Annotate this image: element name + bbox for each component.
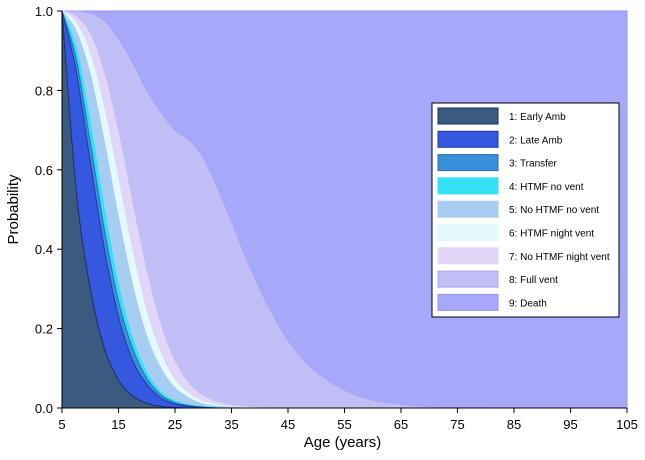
legend-label-3: 3: Transfer xyxy=(509,159,557,170)
x-tick-label: 5 xyxy=(58,417,65,432)
legend-label-6: 6: HTMF night vent xyxy=(509,229,594,240)
x-tick-label: 75 xyxy=(450,417,464,432)
legend-label-1: 1: Early Amb xyxy=(509,112,566,123)
legend-swatch-6 xyxy=(437,224,499,241)
legend: 1: Early Amb 2: Late Amb 3: Transfer 4: HTM… xyxy=(431,102,620,318)
legend-swatch-1 xyxy=(437,107,499,125)
x-tick-label: 55 xyxy=(337,417,351,432)
legend-swatch-3 xyxy=(437,154,499,172)
y-tick-label: 0.0 xyxy=(35,401,53,416)
legend-swatch-8 xyxy=(437,270,499,288)
x-tick-label: 65 xyxy=(394,417,408,432)
legend-swatch-5 xyxy=(437,200,499,218)
x-tick-label: 45 xyxy=(281,417,295,432)
legend-label-5: 5: No HTMF no vent xyxy=(509,205,599,216)
legend-swatch-2 xyxy=(437,130,499,148)
x-tick-label: 15 xyxy=(111,417,125,432)
x-axis-title: Age (years) xyxy=(304,434,382,451)
x-tick-label: 105 xyxy=(616,417,638,432)
legend-label-2: 2: Late Amb xyxy=(509,135,563,146)
legend-swatch-7 xyxy=(437,247,499,265)
axes-layer: 5 15 25 35 45 55 65 75 85 95 105 0.0 0.2 0.4 0.6 0.8 1.0… xyxy=(5,4,638,451)
legend-swatch-4 xyxy=(437,177,499,195)
x-tick-label: 95 xyxy=(563,417,577,432)
y-tick-label: 0.4 xyxy=(35,242,53,257)
y-tick-label: 1.0 xyxy=(35,4,53,19)
y-axis-title: Probability xyxy=(5,174,22,245)
legend-label-4: 4: HTMF no vent xyxy=(509,182,584,193)
y-tick-label: 0.8 xyxy=(35,83,53,98)
y-tick-label: 0.2 xyxy=(35,322,53,337)
x-tick-label: 85 xyxy=(507,417,521,432)
legend-swatch-9 xyxy=(437,293,499,311)
y-tick-label: 0.6 xyxy=(35,163,53,178)
x-tick-label: 25 xyxy=(168,417,182,432)
legend-label-7: 7: No HTMF night vent xyxy=(509,252,610,263)
legend-label-9: 9: Death xyxy=(509,298,547,309)
legend-label-8: 8: Full vent xyxy=(509,275,558,286)
x-tick-label: 35 xyxy=(224,417,238,432)
